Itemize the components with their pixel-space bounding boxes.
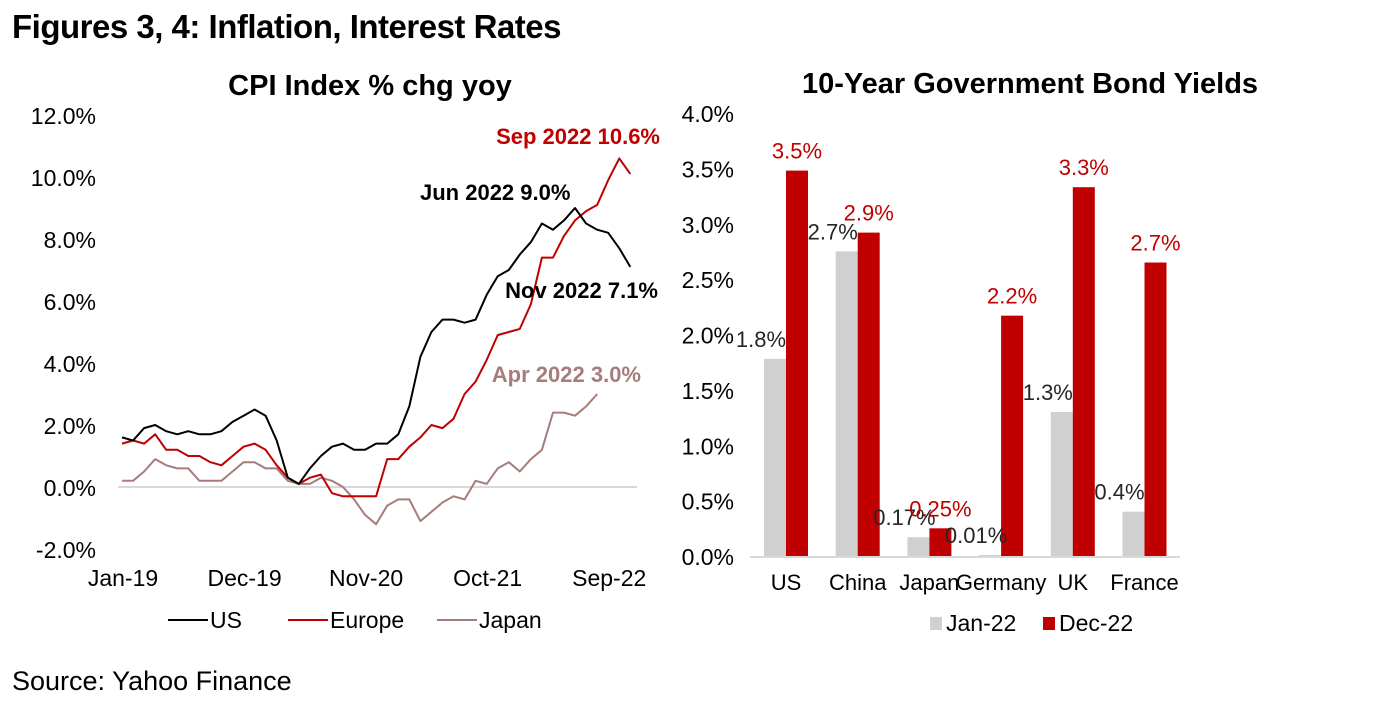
data-annotation: Jun 2022 9.0% xyxy=(420,180,570,205)
bar-data-label: 2.9% xyxy=(844,201,894,226)
series-line-us xyxy=(121,207,632,485)
legend-label: Japan xyxy=(479,607,542,633)
series-line-europe xyxy=(121,157,632,498)
source-note: Source: Yahoo Finance xyxy=(12,666,292,696)
data-annotation: Nov 2022 7.1% xyxy=(505,278,658,303)
data-annotation: Sep 2022 10.6% xyxy=(496,124,660,149)
y-tick-label: 2.0% xyxy=(44,413,96,439)
y-tick-label: 8.0% xyxy=(44,227,96,253)
bar-jan-22-uk xyxy=(1050,412,1073,556)
bar-dec-22-us xyxy=(786,170,808,556)
legend-swatch-dec-22 xyxy=(1043,617,1055,630)
bar-data-label: 1.8% xyxy=(736,327,786,352)
bar-data-label: 0.01% xyxy=(945,523,1007,548)
bar-data-label: 0.4% xyxy=(1094,480,1144,505)
bar-dec-22-uk xyxy=(1072,187,1095,556)
bar-jan-22-china xyxy=(835,251,858,556)
x-tick-label: Japan xyxy=(899,570,959,595)
y-tick-label: -2.0% xyxy=(36,537,96,563)
bar-jan-22-japan xyxy=(907,537,930,556)
x-tick-label: Germany xyxy=(956,570,1046,595)
x-tick-label: Nov-20 xyxy=(329,565,403,591)
legend-label: US xyxy=(210,607,242,633)
bar-data-label: 2.2% xyxy=(987,284,1037,309)
bond-yield-bar-chart: 10-Year Government Bond Yields 4.0% 3.5% 3… xyxy=(682,68,1258,636)
bar-data-label: 2.7% xyxy=(1130,231,1180,256)
y-tick-label: 2.0% xyxy=(682,323,734,349)
y-tick-label: 12.0% xyxy=(31,103,96,129)
x-tick-label: Jan-19 xyxy=(88,565,158,591)
bar-dec-22-germany xyxy=(1001,315,1024,556)
x-tick-label: Dec-19 xyxy=(207,565,281,591)
legend-swatch-jan-22 xyxy=(930,617,942,630)
bar-data-label: 3.3% xyxy=(1059,155,1109,180)
y-tick-label: 1.0% xyxy=(682,433,734,459)
y-tick-label: 3.5% xyxy=(682,156,734,182)
x-tick-label: Sep-22 xyxy=(572,565,646,591)
y-tick-label: 2.5% xyxy=(682,267,734,293)
bar-dec-22-france xyxy=(1144,262,1167,556)
bar-dec-22-china xyxy=(857,232,880,557)
x-tick-label: Oct-21 xyxy=(453,565,522,591)
y-tick-label: 6.0% xyxy=(44,289,96,315)
y-tick-label: 4.0% xyxy=(44,351,96,377)
bar-chart-title: 10-Year Government Bond Yields xyxy=(802,68,1258,100)
bar-data-label: 1.3% xyxy=(1023,380,1073,405)
y-tick-label: 0.5% xyxy=(682,489,734,515)
figure-title: Figures 3, 4: Inflation, Interest Rates xyxy=(12,8,561,45)
y-tick-label: 0.0% xyxy=(44,475,96,501)
bar-jan-22-us xyxy=(764,358,786,556)
y-tick-label: 1.5% xyxy=(682,378,734,404)
legend-label: Europe xyxy=(330,607,404,633)
y-tick-label: 4.0% xyxy=(682,101,734,127)
x-tick-label: France xyxy=(1110,570,1178,595)
series-line-japan xyxy=(122,393,598,526)
y-tick-label: 3.0% xyxy=(682,212,734,238)
line-chart-title: CPI Index % chg yoy xyxy=(228,70,512,102)
bar-data-label: 2.7% xyxy=(808,219,858,244)
bar-jan-22-germany xyxy=(979,554,1002,556)
bar-dec-22-japan xyxy=(929,528,952,556)
y-tick-label: 10.0% xyxy=(31,165,96,191)
legend-label: Dec-22 xyxy=(1059,610,1133,636)
cpi-line-chart: CPI Index % chg yoy 12.0% 10.0% 8.0% 6.0% 4.… xyxy=(31,70,660,633)
bar-jan-22-france xyxy=(1122,511,1145,556)
legend-label: Jan-22 xyxy=(946,610,1016,636)
bar-data-label: 0.17% xyxy=(873,505,935,530)
x-tick-label: UK xyxy=(1058,570,1089,595)
bar-data-label: 0.25% xyxy=(909,496,971,521)
data-annotation: Apr 2022 3.0% xyxy=(492,362,641,387)
x-tick-label: China xyxy=(829,570,887,595)
x-tick-label: US xyxy=(771,570,802,595)
y-tick-label: 0.0% xyxy=(682,544,734,570)
bar-data-label: 3.5% xyxy=(772,139,822,164)
